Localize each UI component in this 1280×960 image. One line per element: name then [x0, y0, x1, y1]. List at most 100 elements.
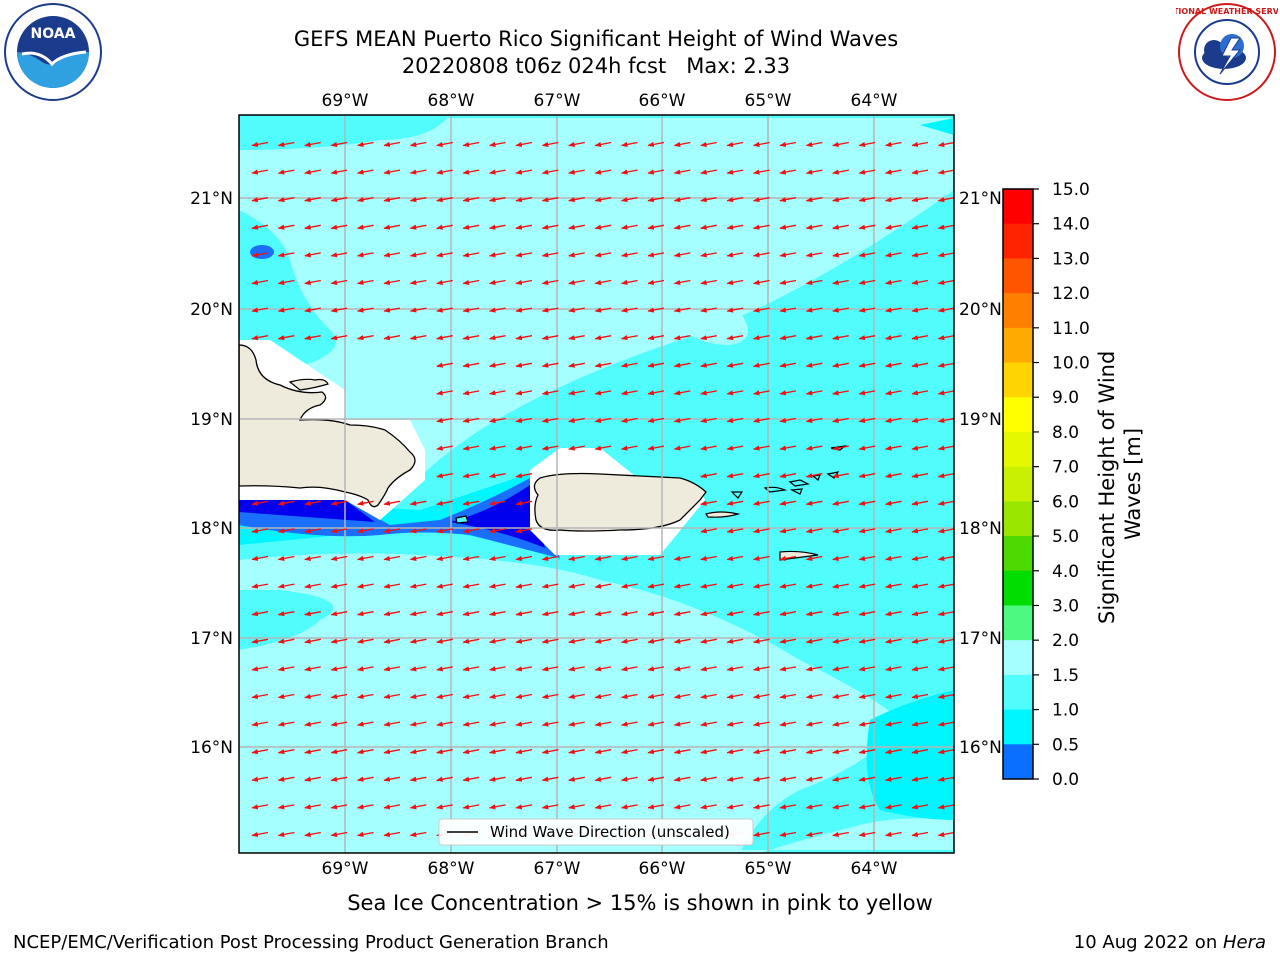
colorbar-label: Significant Height of Wind Waves [m]	[1095, 344, 1145, 624]
wind-wave-arrow	[409, 721, 427, 727]
wind-wave-arrow	[515, 279, 533, 285]
wind-wave-arrow	[620, 279, 638, 285]
wind-wave-arrow	[436, 721, 453, 727]
wind-wave-arrow	[937, 169, 954, 175]
wind-wave-arrow	[911, 831, 929, 837]
colorbar-segment	[1003, 466, 1033, 502]
wind-wave-arrow	[832, 500, 849, 506]
wind-wave-arrow	[515, 804, 533, 810]
wind-wave-arrow	[779, 141, 797, 147]
wind-wave-arrow	[330, 141, 348, 147]
wind-wave-arrow	[700, 141, 717, 147]
wind-wave-arrow	[858, 473, 876, 479]
wind-wave-arrow	[356, 749, 374, 755]
wind-wave-arrow	[541, 417, 559, 423]
wind-wave-arrow	[488, 445, 506, 451]
wind-wave-arrow	[620, 693, 638, 699]
wind-wave-arrow	[726, 335, 744, 341]
wind-wave-arrow	[647, 362, 665, 368]
wind-wave-arrow	[488, 804, 506, 810]
ocean-light-se	[239, 818, 954, 853]
wind-wave-arrow	[436, 776, 453, 782]
wind-wave-arrow	[488, 141, 506, 147]
wind-wave-arrow	[488, 252, 506, 258]
wind-wave-arrow	[805, 804, 823, 810]
wind-wave-arrow	[330, 528, 348, 534]
wind-wave-arrow	[937, 776, 954, 782]
wind-wave-arrow	[330, 831, 348, 837]
wind-wave-arrow	[752, 583, 770, 589]
wind-wave-arrow	[700, 307, 717, 313]
wind-wave-arrow	[726, 528, 744, 534]
wind-wave-arrow	[383, 141, 401, 147]
wind-wave-arrow	[937, 583, 954, 589]
colorbar-segment	[1003, 640, 1033, 676]
wind-wave-arrow	[304, 638, 321, 644]
wind-wave-arrow	[462, 224, 480, 230]
lon-label-top: 64°W	[851, 91, 898, 111]
wind-wave-arrow	[700, 252, 717, 258]
wind-wave-arrow	[330, 749, 348, 755]
wind-wave-arrow	[462, 804, 480, 810]
wind-wave-arrow	[779, 335, 797, 341]
wind-wave-arrow	[647, 611, 665, 617]
lon-labels-top: 69°W 68°W 67°W 66°W 65°W 64°W	[322, 91, 898, 111]
wind-wave-arrow	[911, 279, 929, 285]
wind-wave-arrow	[884, 141, 902, 147]
wind-wave-arrow	[568, 445, 585, 451]
wind-wave-arrow	[436, 555, 453, 561]
wind-wave-arrow	[911, 224, 929, 230]
wind-wave-arrow	[700, 693, 717, 699]
wind-wave-arrow	[779, 279, 797, 285]
wind-wave-arrow	[779, 528, 797, 534]
wind-wave-arrow	[779, 500, 797, 506]
wind-wave-arrow	[700, 721, 717, 727]
wind-wave-arrow	[673, 583, 691, 589]
wind-wave-arrow	[304, 555, 321, 561]
wind-wave-arrow	[752, 169, 770, 175]
lon-label-top: 65°W	[745, 91, 792, 111]
wind-wave-arrow	[673, 611, 691, 617]
wind-wave-arrow	[594, 776, 612, 782]
wind-wave-arrow	[488, 335, 506, 341]
wind-wave-arrow	[515, 749, 533, 755]
wind-wave-arrow	[805, 473, 823, 479]
lat-label-right: 17°N	[959, 629, 1002, 649]
wind-wave-arrow	[805, 500, 823, 506]
wind-wave-arrow	[409, 169, 427, 175]
wind-wave-arrow	[488, 417, 506, 423]
wind-wave-arrow	[673, 749, 691, 755]
wind-wave-arrow	[937, 417, 954, 423]
vieques-island	[705, 511, 741, 518]
wind-wave-arrow	[409, 555, 427, 561]
wind-wave-arrow	[568, 555, 585, 561]
wind-wave-arrow	[647, 555, 665, 561]
wind-wave-arrow	[251, 611, 269, 617]
wind-wave-arrow	[409, 666, 427, 672]
wind-wave-arrow	[832, 804, 849, 810]
wind-wave-arrow	[858, 141, 876, 147]
wind-wave-arrow	[383, 335, 401, 341]
wind-wave-arrow	[594, 197, 612, 203]
wind-wave-arrow	[700, 417, 717, 423]
wind-wave-arrow	[515, 473, 533, 479]
wind-wave-arrow	[488, 390, 506, 396]
wind-wave-arrow	[620, 224, 638, 230]
lon-label-bottom: 65°W	[745, 859, 792, 879]
wind-wave-arrow	[541, 390, 559, 396]
wind-wave-arrow	[356, 141, 374, 147]
map-gridlines	[239, 115, 954, 853]
wind-wave-arrow	[304, 776, 321, 782]
colorbar-segment	[1003, 223, 1033, 259]
wind-wave-arrow	[436, 473, 453, 479]
wind-wave-arrow	[858, 252, 876, 258]
wind-wave-arrow	[805, 528, 823, 534]
wind-wave-arrow	[911, 555, 929, 561]
wind-wave-arrow	[356, 224, 374, 230]
wind-wave-arrow	[462, 528, 480, 534]
wind-wave-arrow	[383, 776, 401, 782]
wind-wave-arrow	[647, 445, 665, 451]
wind-wave-arrow	[647, 307, 665, 313]
wind-wave-arrow	[436, 390, 453, 396]
wind-wave-arrow	[884, 693, 902, 699]
